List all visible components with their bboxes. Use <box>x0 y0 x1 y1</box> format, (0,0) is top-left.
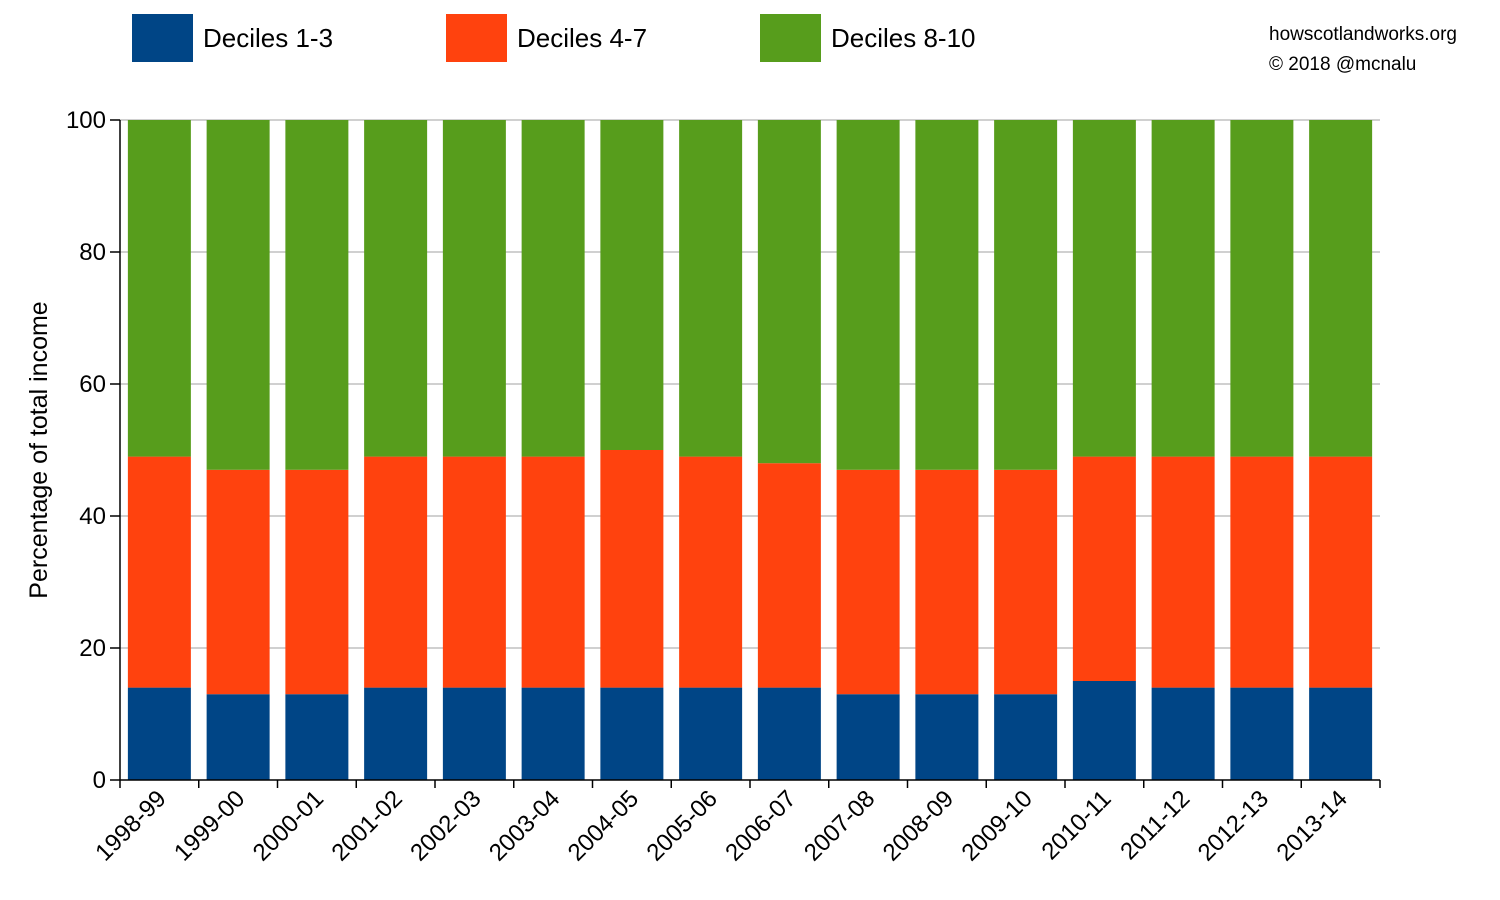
bar-2002-03-series-2 <box>442 456 506 688</box>
bar-2001-02-series-3 <box>364 120 428 457</box>
bar-2008-09-series-3 <box>915 120 979 470</box>
bar-2004-05-series-2 <box>600 450 664 688</box>
bar-2013-14-series-3 <box>1309 120 1373 457</box>
legend: Deciles 1-3 Deciles 4-7 Deciles 8-10 <box>132 14 976 62</box>
bar-2013-14-series-1 <box>1309 687 1373 780</box>
bar-2006-07-series-3 <box>757 120 821 464</box>
bar-2000-01-series-2 <box>285 469 349 695</box>
bar-2001-02-series-1 <box>364 687 428 780</box>
bar-2002-03-series-3 <box>442 120 506 457</box>
bar-2000-01-series-3 <box>285 120 349 470</box>
bar-2001-02-series-2 <box>364 456 428 688</box>
x-tick-label: 1998-99 <box>90 785 171 866</box>
y-tick-label: 40 <box>79 503 106 530</box>
bar-2012-13-series-1 <box>1230 687 1294 780</box>
bar-2003-04-series-2 <box>521 456 585 688</box>
y-tick-labels: 0 20 40 60 80 100 <box>66 107 106 794</box>
bar-2011-12-series-2 <box>1151 456 1215 688</box>
x-tick-labels: 1998-991999-002000-012001-022002-032003-… <box>90 785 1353 866</box>
x-tick-label: 2000-01 <box>248 785 329 866</box>
x-tick-label: 2001-02 <box>326 785 407 866</box>
bar-2006-07-series-1 <box>757 687 821 780</box>
bar-2010-11-series-2 <box>1072 456 1136 681</box>
bar-1999-00-series-2 <box>206 469 270 695</box>
x-tick-label: 2013-14 <box>1271 785 1352 866</box>
bar-1998-99-series-2 <box>127 456 191 688</box>
bar-2012-13-series-3 <box>1230 120 1294 457</box>
bar-2009-10-series-1 <box>994 694 1058 780</box>
legend-label-deciles-1-3: Deciles 1-3 <box>203 23 333 53</box>
bar-1999-00-series-3 <box>206 120 270 470</box>
bar-2003-04-series-3 <box>521 120 585 457</box>
x-tick-label: 2006-07 <box>720 785 801 866</box>
bar-2009-10-series-3 <box>994 120 1058 470</box>
bar-1998-99-series-1 <box>127 687 191 780</box>
legend-swatch-deciles-1-3 <box>132 14 193 62</box>
x-tick-label: 2008-09 <box>878 785 959 866</box>
bar-2013-14-series-2 <box>1309 456 1373 688</box>
bar-2005-06-series-2 <box>679 456 743 688</box>
bar-2005-06-series-1 <box>679 687 743 780</box>
bar-2007-08-series-1 <box>836 694 900 780</box>
bar-2004-05-series-1 <box>600 687 664 780</box>
credit-copyright: © 2018 @mcnalu <box>1269 54 1416 75</box>
y-tick-label: 100 <box>66 107 106 134</box>
bar-2009-10-series-2 <box>994 469 1058 695</box>
legend-label-deciles-4-7: Deciles 4-7 <box>517 23 647 53</box>
bar-2010-11-series-1 <box>1072 681 1136 780</box>
x-tick-label: 2011-12 <box>1115 785 1195 865</box>
bar-2002-03-series-1 <box>442 687 506 780</box>
x-tick-label: 2005-06 <box>641 785 722 866</box>
axes <box>110 119 1381 788</box>
y-tick-label: 0 <box>93 767 106 794</box>
bar-1998-99-series-3 <box>127 120 191 457</box>
bar-2006-07-series-2 <box>757 463 821 688</box>
bar-2003-04-series-1 <box>521 687 585 780</box>
x-tick-label: 2002-03 <box>405 785 486 866</box>
y-axis-title: Percentage of total income <box>25 301 53 598</box>
bars <box>127 120 1373 780</box>
bar-2005-06-series-3 <box>679 120 743 457</box>
bar-2008-09-series-1 <box>915 694 979 780</box>
bar-2007-08-series-3 <box>836 120 900 470</box>
bar-2011-12-series-1 <box>1151 687 1215 780</box>
legend-label-deciles-8-10: Deciles 8-10 <box>831 23 976 53</box>
y-tick-label: 20 <box>79 635 106 662</box>
x-tick-label: 2003-04 <box>484 785 565 866</box>
x-tick-label: 1999-00 <box>169 785 250 866</box>
bar-1999-00-series-1 <box>206 694 270 780</box>
x-tick-label: 2012-13 <box>1193 785 1274 866</box>
x-tick-label: 2010-11 <box>1037 785 1117 865</box>
bar-2007-08-series-2 <box>836 469 900 695</box>
bar-2004-05-series-3 <box>600 120 664 450</box>
bar-2010-11-series-3 <box>1072 120 1136 457</box>
x-tick-label: 2004-05 <box>563 785 644 866</box>
bar-2011-12-series-3 <box>1151 120 1215 457</box>
legend-swatch-deciles-8-10 <box>760 14 821 62</box>
x-tick-label: 2007-08 <box>799 785 880 866</box>
bar-2000-01-series-1 <box>285 694 349 780</box>
y-tick-label: 80 <box>79 239 106 266</box>
bar-2012-13-series-2 <box>1230 456 1294 688</box>
credit-website: howscotlandworks.org <box>1269 24 1457 45</box>
y-tick-label: 60 <box>79 371 106 398</box>
bar-2008-09-series-2 <box>915 469 979 695</box>
x-tick-label: 2009-10 <box>956 785 1037 866</box>
legend-swatch-deciles-4-7 <box>446 14 507 62</box>
